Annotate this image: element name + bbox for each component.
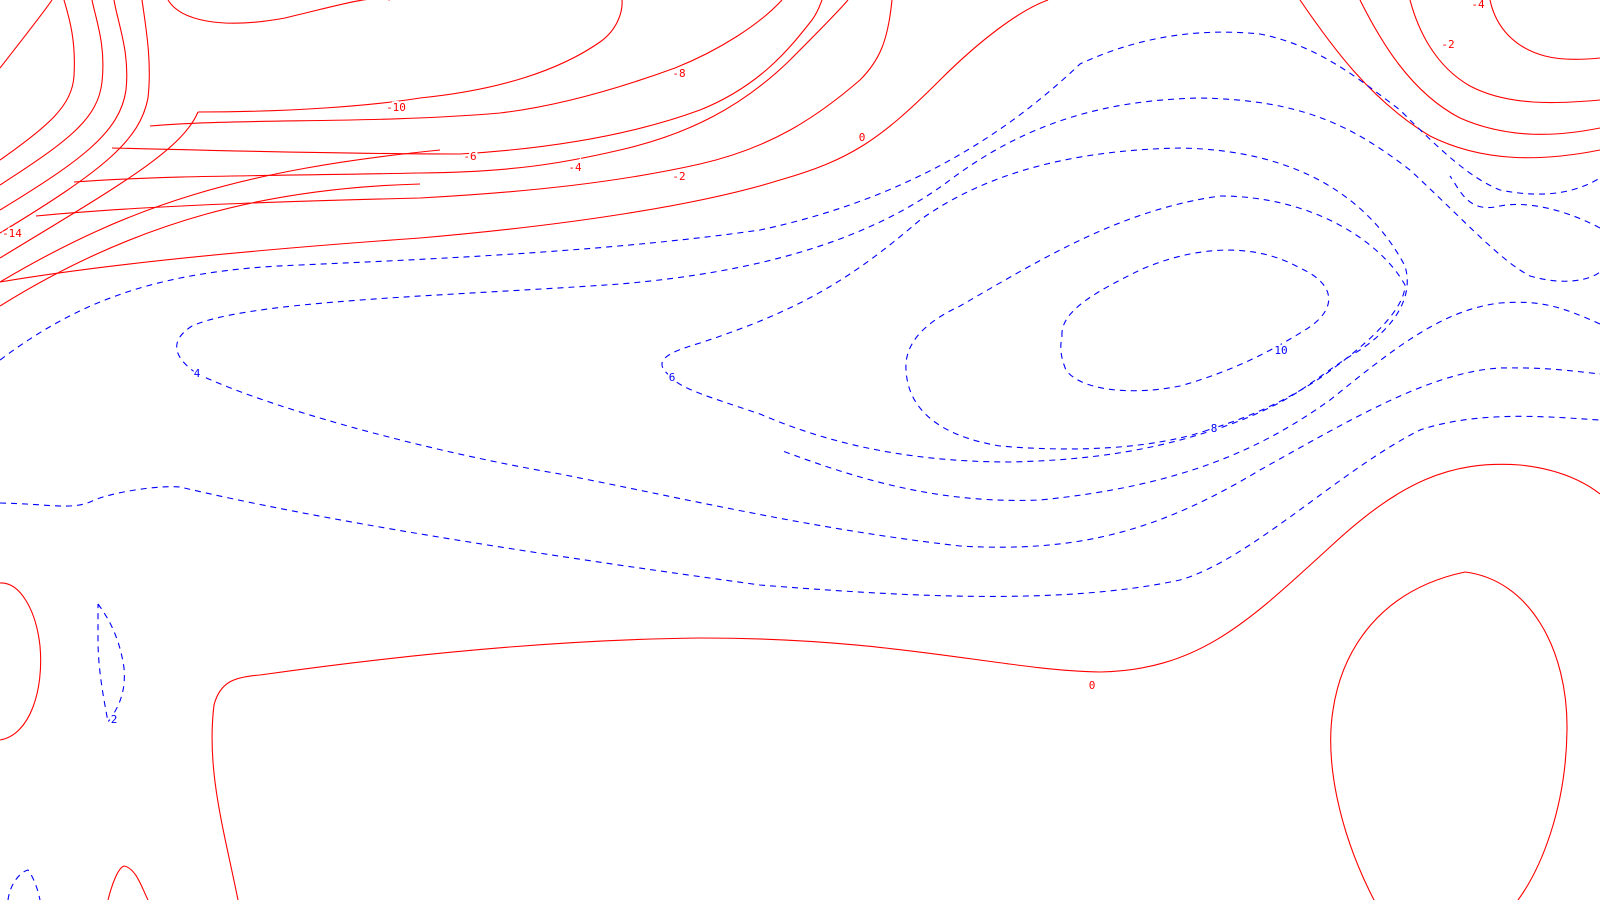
contour-minus14-f <box>0 149 441 283</box>
contour-upper-left-top-loop <box>167 0 390 24</box>
contour-label-minus2: -2 <box>672 170 685 183</box>
contour-10 <box>1060 249 1330 392</box>
contour-2-small-loop <box>97 603 125 724</box>
contour-label-minus14: -14 <box>2 227 22 240</box>
contour-minus14-g <box>0 183 421 307</box>
contour-bottom-left-dashed <box>7 869 41 900</box>
contour-label-6: 6 <box>669 371 676 384</box>
contour-label-4: 4 <box>194 367 201 380</box>
contour-lower-right-loop <box>1330 571 1568 900</box>
contour-label-zero-upper: 0 <box>859 131 866 144</box>
contour-label-8: 8 <box>1211 422 1218 435</box>
contour-minus6 <box>111 0 823 155</box>
contour-6 <box>661 147 1408 463</box>
contour-minus14-a <box>0 0 75 161</box>
contour-minus8 <box>149 0 783 127</box>
contour-bottom-left-small <box>107 865 149 900</box>
contour-label-2: 2 <box>111 713 118 726</box>
contour-labels: -14 -10 -8 -6 -4 -2 0 0 4 6 8 10 2 -4 -2 <box>0 0 1487 728</box>
contour-upper-left-loop <box>0 0 53 69</box>
contour-minus14-c <box>0 0 128 211</box>
contour-label-10: 10 <box>1274 344 1287 357</box>
contour-label-minus10: -10 <box>386 101 406 114</box>
contour-4 <box>0 31 1600 361</box>
contour-4-lower <box>195 367 1600 548</box>
contour-2-band <box>0 415 1600 597</box>
contour-minus14-d <box>0 0 150 234</box>
contour-4-inner <box>176 97 1600 374</box>
contour-label-minus6: -6 <box>463 150 476 163</box>
contour-right-minus2 <box>1409 0 1600 104</box>
contour-right-minus4 <box>1489 0 1600 60</box>
contour-zero-upper <box>0 0 1049 283</box>
contour-label-zero-lower: 0 <box>1089 679 1096 692</box>
contour-label-minus2-right: -2 <box>1441 38 1454 51</box>
contour-lower-main-zero <box>211 463 1600 900</box>
contour-right-zero <box>1359 0 1600 135</box>
contour-minus14-b <box>0 0 104 186</box>
contour-4-left-lobe <box>1449 175 1600 229</box>
contour-minus10 <box>197 0 623 113</box>
contour-minus2 <box>35 0 893 217</box>
contour-label-minus4: -4 <box>568 161 582 174</box>
contour-minus4 <box>73 0 849 183</box>
contour-8 <box>905 195 1406 450</box>
contour-label-minus8: -8 <box>672 67 685 80</box>
contour-lower-left-loop <box>0 582 42 741</box>
contour-6-right <box>779 301 1600 501</box>
contour-label-minus4-right: -4 <box>1471 0 1485 11</box>
contour-minus14-e <box>0 111 199 259</box>
contour-right-zero-b <box>1299 0 1600 159</box>
